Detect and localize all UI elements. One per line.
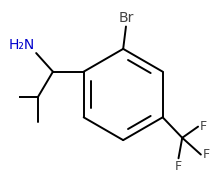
- Text: F: F: [175, 160, 182, 173]
- Text: H₂N: H₂N: [9, 38, 35, 52]
- Text: F: F: [200, 120, 207, 133]
- Text: Br: Br: [118, 11, 134, 25]
- Text: F: F: [203, 148, 210, 161]
